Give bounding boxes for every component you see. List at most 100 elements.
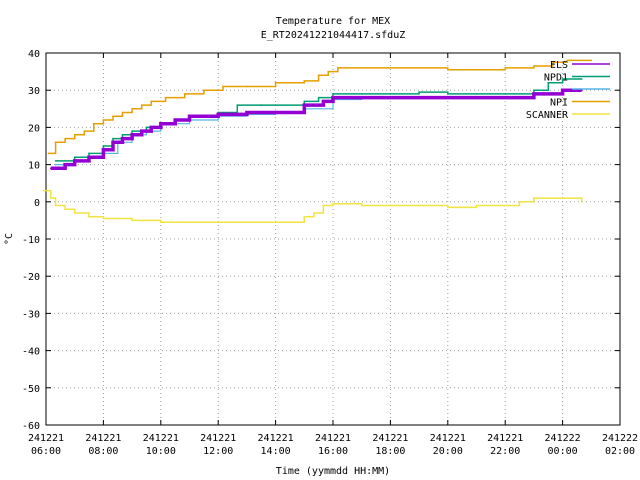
data-point — [533, 89, 535, 91]
x-tick-time-label: 18:00 — [375, 446, 405, 457]
data-point — [561, 197, 564, 199]
data-point — [131, 108, 133, 110]
data-point — [42, 189, 45, 192]
data-point — [461, 206, 463, 209]
data-point — [150, 126, 153, 129]
plot-border — [45, 52, 621, 426]
data-point — [217, 113, 219, 116]
data-point — [360, 93, 363, 95]
data-point — [303, 80, 306, 82]
data-point — [164, 96, 167, 99]
data-point — [260, 104, 263, 106]
data-point — [131, 134, 133, 136]
data-point — [322, 204, 325, 207]
data-point — [121, 111, 124, 114]
data-point — [332, 202, 334, 205]
data-point — [54, 204, 57, 207]
x-tick-time-label: 02:00 — [605, 446, 635, 457]
x-tick-date-label: 241221 — [143, 433, 179, 444]
data-point — [73, 160, 76, 162]
data-point — [102, 119, 105, 121]
data-point — [73, 134, 76, 136]
data-point — [566, 59, 569, 62]
y-tick-label: -20 — [22, 272, 40, 283]
data-point — [47, 152, 50, 155]
data-point — [140, 130, 143, 132]
data-point — [336, 67, 339, 69]
data-point — [121, 134, 124, 136]
data-point — [580, 89, 583, 91]
data-point — [150, 100, 153, 103]
data-point — [504, 67, 507, 69]
data-point — [203, 89, 205, 91]
data-point — [518, 201, 521, 203]
x-tick-date-label: 241221 — [85, 433, 121, 444]
data-point — [389, 67, 392, 69]
data-point — [447, 68, 449, 71]
data-point — [121, 137, 124, 140]
x-tick-date-label: 241221 — [372, 433, 408, 444]
data-point — [274, 111, 277, 114]
data-point — [360, 96, 363, 99]
data-point — [112, 137, 114, 140]
data-point — [274, 221, 277, 224]
data-point — [552, 61, 554, 64]
data-point — [217, 221, 219, 224]
data-point — [222, 85, 224, 88]
data-point — [322, 100, 325, 103]
data-point — [389, 96, 392, 99]
x-tick-date-label: 241222 — [602, 433, 638, 444]
y-axis-label: °C — [4, 233, 15, 245]
data-point — [88, 152, 90, 155]
series-0 — [47, 59, 593, 155]
data-point — [313, 212, 315, 214]
y-tick-label: 40 — [28, 49, 40, 60]
data-point — [88, 156, 90, 158]
data-point — [64, 137, 66, 140]
data-point — [54, 163, 57, 166]
data-point — [246, 221, 248, 224]
data-point — [131, 219, 133, 222]
data-point — [561, 78, 564, 80]
x-tick-time-label: 00:00 — [548, 446, 578, 457]
axes: 403020100-10-20-30-40-50-6024122106:0024… — [22, 49, 638, 457]
y-tick-label: -40 — [22, 347, 40, 358]
data-point — [293, 221, 296, 224]
data-point — [73, 156, 76, 158]
series-4 — [42, 189, 583, 224]
data-point — [188, 221, 191, 224]
chart-subtitle: E_RT20241221044417.sfduZ — [261, 30, 406, 41]
data-point — [246, 111, 248, 114]
chart-title: Temperature for MEX — [276, 16, 390, 27]
y-tick-label: -30 — [22, 309, 40, 320]
data-point — [504, 93, 507, 95]
data-point — [580, 78, 583, 80]
x-tick-date-label: 241221 — [258, 433, 294, 444]
y-tick-label: -10 — [22, 235, 40, 246]
data-point — [102, 217, 105, 220]
y-tick-label: 20 — [28, 123, 40, 134]
series-line — [43, 189, 583, 224]
data-point — [112, 115, 114, 118]
data-point — [140, 104, 143, 106]
data-point — [504, 204, 507, 207]
data-point — [102, 145, 105, 147]
y-tick-label: 0 — [34, 198, 40, 209]
data-point — [49, 197, 52, 199]
data-point — [418, 67, 420, 69]
data-point — [317, 74, 320, 77]
data-point — [93, 122, 95, 125]
data-point — [236, 104, 239, 106]
series-1 — [54, 78, 583, 162]
y-tick-label: -50 — [22, 384, 40, 395]
x-tick-time-label: 12:00 — [203, 446, 233, 457]
data-point — [389, 204, 392, 207]
data-point — [246, 85, 248, 88]
x-tick-date-label: 241221 — [200, 433, 236, 444]
series-line — [55, 78, 582, 162]
data-point — [590, 59, 593, 62]
data-point — [102, 148, 105, 151]
data-point — [360, 67, 363, 69]
data-point — [160, 122, 162, 125]
